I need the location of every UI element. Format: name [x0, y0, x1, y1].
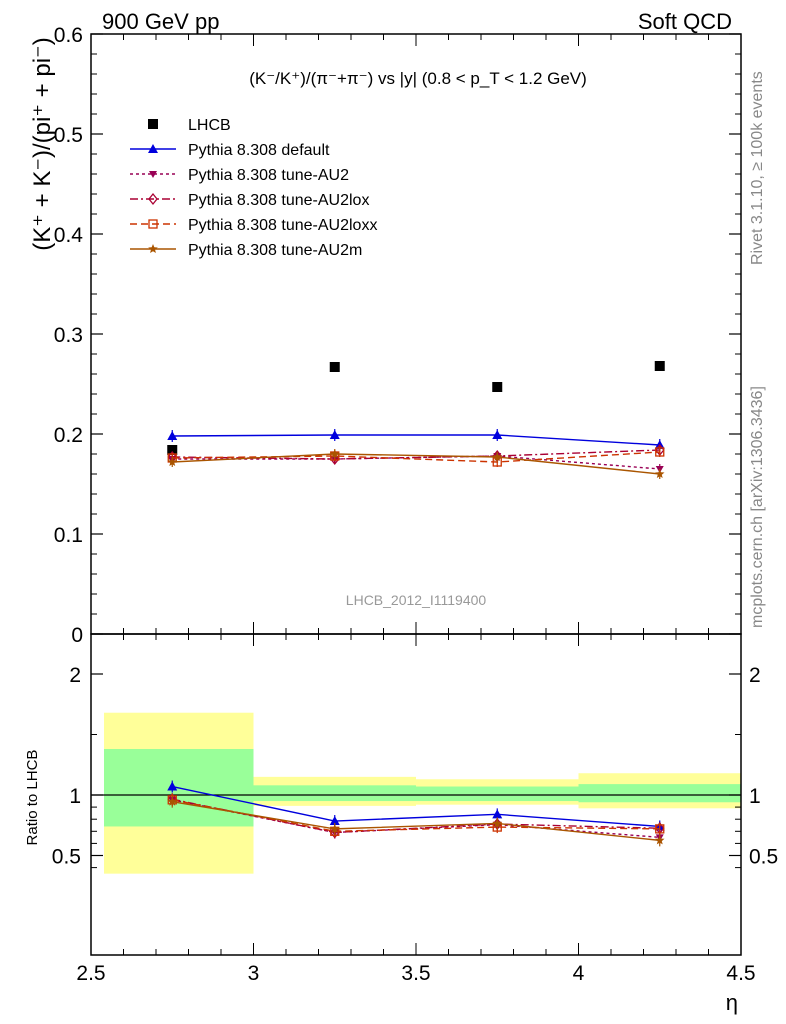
legend-item: Pythia 8.308 default: [130, 142, 330, 159]
data-point: [655, 469, 665, 478]
legend-marker: [148, 219, 158, 229]
main-ytick-label: 0.5: [54, 124, 83, 147]
ratio-line: [172, 785, 660, 828]
legend-label: LHCB: [188, 117, 231, 134]
xtick-label: 3: [248, 962, 260, 985]
main-ytick-label: 0.2: [54, 424, 83, 447]
ratio-point: [167, 796, 177, 806]
main-panel: 0 0.1 0.2 0.3 0.4 0.5 0.6(K⁺ + K⁻)/(pi⁺ + pi⁻)…: [29, 24, 742, 647]
ratio-point: [329, 816, 340, 826]
main-ytick-label: 0: [71, 624, 83, 647]
series-0: [167, 361, 665, 455]
main-ytick-label: 0.4: [54, 224, 84, 247]
legend-item: Pythia 8.308 tune-AU2lox: [130, 192, 369, 209]
legend-item: Pythia 8.308 tune-AU2loxx: [130, 217, 377, 234]
main-ylabel: (K⁺ + K⁻)/(pi⁺ + pi⁻): [29, 37, 56, 250]
xtick-label: 2.5: [76, 962, 105, 985]
legend-marker: [148, 192, 158, 206]
data-point: [492, 430, 503, 439]
legend-marker: [148, 144, 158, 153]
xtick-label: 3.5: [401, 962, 430, 985]
ratio-series-4: [167, 795, 665, 847]
xtick-label: 4.5: [726, 962, 755, 985]
legend-label: Pythia 8.308 tune-AU2: [188, 167, 349, 184]
ratio-ytick-label-right: 2: [749, 664, 761, 687]
band-inner: [416, 786, 579, 802]
series-line: [172, 449, 660, 460]
series-1: [167, 429, 665, 451]
series-3: [167, 443, 665, 466]
ratio-panel: 0.5 0.5 1 1 2 2 2.5 3 3.5 4 4.5 Ratio to LHCB η: [24, 633, 778, 1015]
data-point: [167, 431, 178, 440]
ratio-line: [172, 800, 660, 842]
data-point: [167, 445, 178, 455]
data-point: [329, 362, 340, 372]
ratio-ytick-label-right: 0.5: [749, 846, 778, 869]
legend-marker: [148, 119, 158, 129]
data-point: [330, 449, 340, 458]
ratio-ytick-label-right: 1: [749, 785, 761, 808]
ratio-point: [492, 809, 503, 819]
mcplots-label: mcplots.cern.ch [arXiv:1306.3436]: [749, 386, 766, 628]
main-ytick-label: 0.1: [54, 524, 83, 547]
band-inner: [578, 784, 741, 803]
legend-label: Pythia 8.308 tune-AU2lox: [188, 192, 369, 209]
series-line: [172, 434, 660, 446]
data-point: [492, 382, 503, 392]
ratio-point: [655, 824, 665, 834]
legend: LHCB Pythia 8.308 default Pythia 8.308 tun…: [130, 117, 377, 259]
legend-item: Pythia 8.308 tune-AU2: [130, 167, 349, 184]
legend-marker: [148, 244, 158, 253]
watermark: LHCB_2012_I1119400: [346, 592, 487, 608]
data-point: [655, 447, 665, 457]
ratio-ylabel: Ratio to LHCB: [24, 750, 41, 846]
data-point: [329, 430, 340, 439]
ratio-point: [655, 835, 665, 845]
xtick-label: 4: [573, 962, 585, 985]
ratio-point: [492, 818, 502, 828]
band-inner: [253, 785, 416, 802]
data-point: [492, 452, 502, 461]
header-right: Soft QCD: [638, 9, 732, 34]
legend-marker: [149, 171, 157, 178]
series-line: [172, 451, 660, 463]
series-2: [168, 451, 664, 474]
legend-item: LHCB: [148, 117, 231, 134]
ratio-ytick-label: 2: [69, 664, 81, 687]
data-point: [654, 361, 665, 371]
legend-label: Pythia 8.308 default: [188, 142, 330, 159]
main-ytick-label: 0.6: [54, 24, 83, 47]
series-line: [172, 453, 660, 475]
ratio-ytick-label: 1: [69, 785, 81, 808]
header-left: 900 GeV pp: [102, 9, 219, 34]
xlabel: η: [726, 990, 738, 1015]
main-title: (K⁻/K⁺)/(π⁻+π⁻) vs |y| (0.8 < p_T < 1.2 …: [249, 69, 587, 88]
legend-label: Pythia 8.308 tune-AU2loxx: [188, 217, 377, 234]
series-5: [167, 449, 665, 479]
rivet-label: Rivet 3.1.10, ≥ 100k events: [749, 71, 766, 265]
legend-item: Pythia 8.308 tune-AU2m: [130, 242, 362, 259]
data-point: [167, 457, 177, 466]
ratio-point: [330, 823, 340, 833]
ratio-point: [167, 781, 178, 791]
ratio-ytick-label: 0.5: [52, 846, 81, 869]
main-ytick-label: 0.3: [54, 324, 83, 347]
legend-label: Pythia 8.308 tune-AU2m: [188, 242, 362, 259]
